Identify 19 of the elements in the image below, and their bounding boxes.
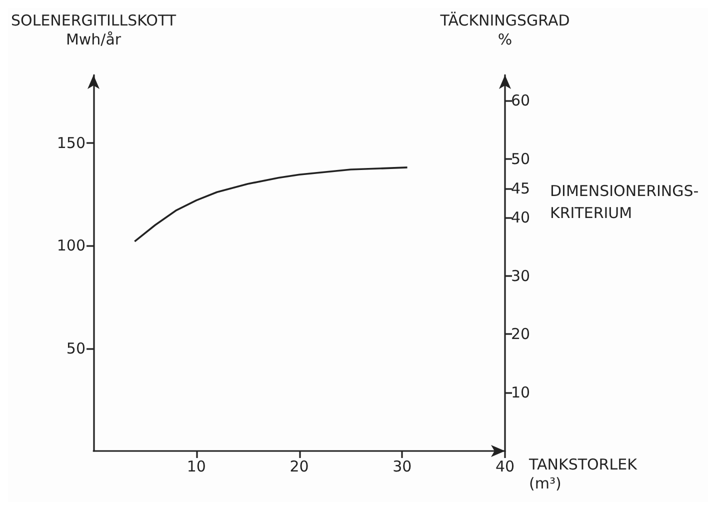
x-tick-label: 10 xyxy=(186,458,206,476)
y2-tick-label: 60 xyxy=(511,92,530,110)
x-tick-label: 20 xyxy=(290,458,309,476)
y2-tick-label: 30 xyxy=(511,266,530,285)
y-tick-label: 50 xyxy=(66,339,86,358)
y-tick-label: 100 xyxy=(56,236,86,255)
y-tick-label: 150 xyxy=(56,134,86,152)
line-series xyxy=(134,166,408,242)
x-axis-title: TANKSTORLEK (m³) xyxy=(528,456,638,492)
y2-tick-label: 20 xyxy=(511,325,530,344)
x-tick-label: 30 xyxy=(392,458,412,476)
y2-tick-label: 40 xyxy=(511,208,530,226)
y2-tick-label: 10 xyxy=(511,384,530,402)
y-axis-title: SOLENERGITILLSKOTT Mwh/år xyxy=(10,12,177,48)
text: DIMENSIONERINGS-KRITERIUM xyxy=(550,182,699,222)
x-tick-label: 40 xyxy=(495,458,515,476)
y2-axis-title: TÄCKNINGSGRAD % xyxy=(439,12,570,48)
y2-tick-label: 45 xyxy=(511,179,530,198)
y2-tick-label: 50 xyxy=(511,150,530,168)
